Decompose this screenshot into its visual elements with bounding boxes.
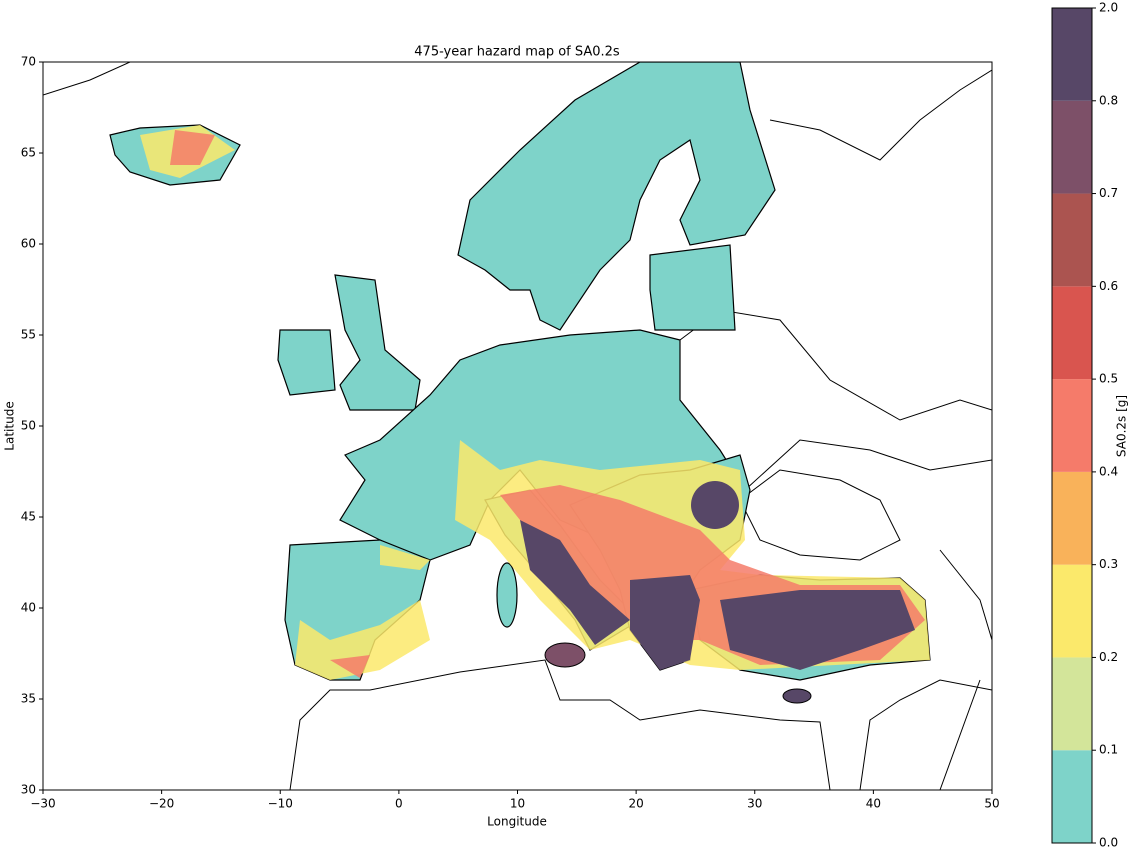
baltics	[649, 244, 736, 331]
y-tick-label: 40	[21, 601, 36, 615]
scandinavia	[457, 62, 776, 331]
sicily	[544, 642, 586, 668]
x-tick-label: 20	[628, 797, 643, 811]
y-tick-label: 35	[21, 692, 36, 706]
y-axis-label: Latitude	[3, 401, 17, 450]
x-tick-label: −10	[268, 797, 293, 811]
hazard-vrancea	[691, 481, 739, 529]
map-title: 475-year hazard map of SA0.2s	[414, 45, 620, 60]
colorbar-tick-label: 0.0	[1099, 836, 1118, 850]
y-tick-label: 55	[21, 328, 36, 342]
great-britain	[334, 274, 421, 411]
y-tick-label: 45	[21, 510, 36, 524]
y-tick-label: 70	[21, 55, 36, 69]
coastline	[43, 62, 992, 790]
colorbar-segment	[1052, 100, 1092, 194]
x-tick-label: 10	[510, 797, 525, 811]
colorbar-tick-label: 0.1	[1099, 743, 1118, 757]
x-tick-label: 40	[866, 797, 881, 811]
colorbar-tick-label: 0.6	[1099, 279, 1118, 293]
colorbar-segment	[1052, 193, 1092, 287]
colorbar-segment	[1052, 8, 1092, 101]
colorbar-tick-label: 0.4	[1099, 464, 1118, 478]
colorbar-segment	[1052, 471, 1092, 565]
colorbar-segment	[1052, 564, 1092, 658]
x-axis-label: Longitude	[487, 815, 547, 829]
colorbar-frame	[1051, 7, 1093, 844]
x-tick-label: 50	[984, 797, 999, 811]
hazard-low	[140, 125, 930, 680]
colorbar-label: SA0.2s [g]	[1115, 395, 1129, 457]
x-tick-label: 30	[747, 797, 762, 811]
colorbar-tick-label: 0.2	[1099, 650, 1118, 664]
colorbar-segment	[1052, 379, 1092, 472]
colorbar-tick-label: 0.5	[1099, 372, 1118, 386]
y-tick-label: 30	[21, 783, 36, 797]
colorbar-segment	[1052, 657, 1092, 751]
x-tick-label: 0	[395, 797, 403, 811]
corsica-sardinia	[496, 562, 518, 628]
y-tick-label: 60	[21, 237, 36, 251]
hazard-high	[520, 520, 915, 670]
colorbar-tick-label: 0.3	[1099, 557, 1118, 571]
colorbar-tick-label: 0.8	[1099, 93, 1118, 107]
colorbar-segment	[1052, 286, 1092, 380]
colorbar-tick-label: 2.0	[1099, 1, 1118, 15]
cyprus	[782, 688, 812, 704]
y-tick-label: 50	[21, 419, 36, 433]
colorbar-segment	[1052, 750, 1092, 843]
ireland	[277, 329, 336, 396]
x-tick-label: −20	[149, 797, 174, 811]
y-tick-label: 65	[21, 146, 36, 160]
map	[43, 62, 992, 790]
colorbar-tick-label: 0.7	[1099, 186, 1118, 200]
x-tick-label: −30	[30, 797, 55, 811]
